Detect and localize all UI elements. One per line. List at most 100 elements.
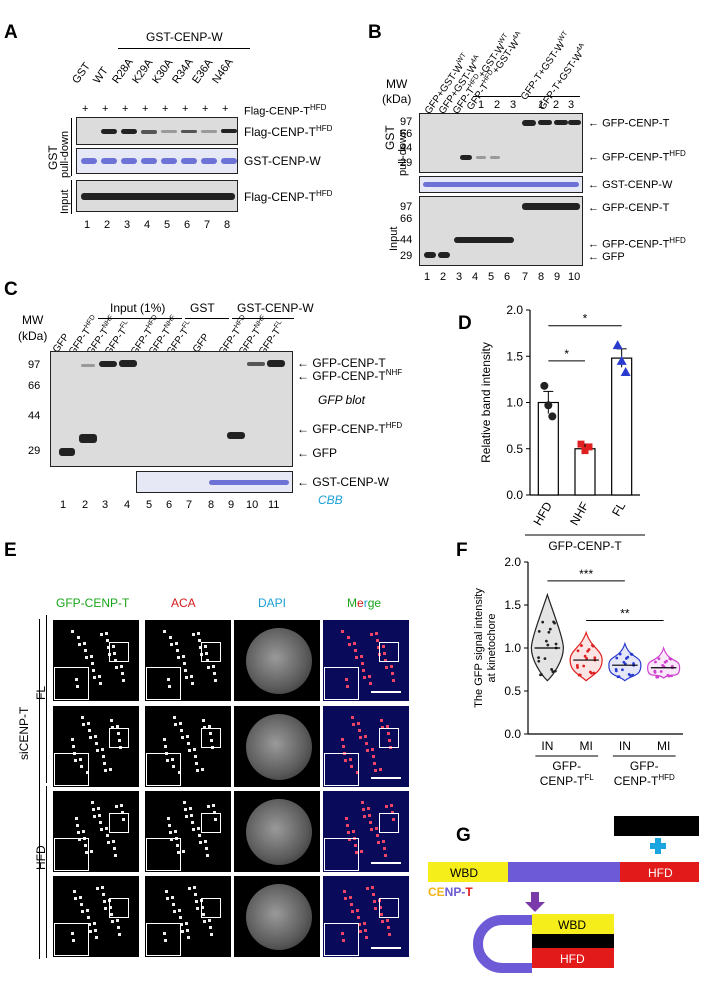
zoom-inset [146,753,181,786]
kinetochore-spot [367,807,370,810]
kinetochore-spot [71,630,74,633]
b-kda: (kDa) [382,92,412,106]
kinetochore-spot [390,665,393,668]
b-lane-number: 1 [424,271,431,283]
kinetochore-spot [196,907,199,910]
a-lane-number: 1 [84,219,91,231]
zoom-box [201,642,221,662]
zoom-box [379,642,399,662]
f-y-tick-label: 1.0 [504,641,521,655]
a-plus: + [162,103,169,115]
zoom-inset [54,838,89,871]
zoom-inset [54,667,89,700]
kinetochore-spot [183,801,186,804]
kinetochore-spot [179,722,182,725]
kinetochore-spot [97,807,100,810]
f-data-point [667,674,671,678]
kinetochore-spot [207,805,210,808]
kinetochore-spot [166,897,169,900]
kinetochore-spot [87,916,90,919]
c-group: GST [190,301,215,315]
a-right-label: GST-CENP-W [244,154,321,168]
kinetochore-spot [112,645,115,648]
f-data-point [537,659,541,663]
kinetochore-spot [362,808,365,811]
f-data-point [629,652,633,656]
b-sub-number: 2 [553,99,560,111]
kinetochore-spot [163,738,166,741]
kinetochore-spot [95,936,98,939]
b-marker: 97 [400,116,413,128]
kinetochore-spot [365,936,368,939]
c-lane-number: 3 [102,499,109,511]
kinetochore-spot [368,675,371,678]
kinetochore-spot [205,847,208,850]
c-lane-number: 4 [124,499,131,511]
kinetochore-spot [366,749,369,752]
kinetochore-spot [380,913,383,916]
f-data-point [670,664,674,668]
kinetochore-spot [203,726,206,729]
d-y-tick-label: 0.0 [506,488,523,502]
kinetochore-spot [205,652,208,655]
a-blot-gstw [76,148,238,174]
f-data-point [618,652,622,656]
zoom-box [379,813,399,833]
f-data-point [583,654,587,658]
f-violin [647,646,681,679]
kinetochore-spot [209,732,212,735]
micrograph-tile [52,705,140,788]
b-side-gst: GST [383,125,397,150]
kinetochore-spot [171,896,174,899]
kinetochore-spot [186,735,189,738]
kinetochore-spot [345,678,348,681]
kinetochore-spot [93,922,96,925]
zoom-inset [146,838,181,871]
f-data-point [580,644,583,647]
d-x-tick-label: HFD [530,499,555,528]
a-lane-number: 2 [104,219,111,231]
kinetochore-spot [176,844,179,847]
kinetochore-spot [207,666,210,669]
f-data-point [657,657,661,661]
kinetochore-spot [376,834,379,837]
kinetochore-spot [383,652,386,655]
kinetochore-spot [358,923,361,926]
d-sig-mark: * [564,347,569,361]
kinetochore-spot [188,749,191,752]
a-lane-number: 5 [164,219,171,231]
kinetochore-spot [165,890,168,893]
a-plus: + [142,103,149,115]
kinetochore-spot [114,854,117,857]
nucleus-shape [246,628,312,694]
kinetochore-spot [75,817,78,820]
kinetochore-spot [174,723,177,726]
f-violin [530,592,564,682]
kinetochore-spot [369,821,372,824]
kinetochore-spot [386,919,389,922]
a-right-label: Flag-CENP-THFD [244,189,333,204]
kinetochore-spot [377,646,380,649]
b-sub-number: 1 [538,99,545,111]
kinetochore-spot [95,742,98,745]
f-data-point [552,620,556,624]
f-data-point [543,657,547,661]
kinetochore-spot [189,807,192,810]
a-side-gst: GST [46,145,60,170]
f-sig-mark: ** [620,606,630,620]
kinetochore-spot [345,817,348,820]
zoom-box [379,898,399,918]
kinetochore-spot [194,755,197,758]
kinetochore-spot [193,886,196,889]
kinetochore-spot [73,890,76,893]
f-y-tick-label: 2.0 [504,555,521,569]
a-blot-input [76,180,238,212]
kinetochore-spot [81,716,84,719]
kinetochore-spot [93,676,96,679]
kinetochore-spot [370,828,373,831]
f-data-point [541,620,545,624]
kinetochore-spot [386,725,389,728]
kinetochore-spot [379,906,382,909]
kinetochore-spot [182,655,185,658]
micrograph-tile [52,875,140,958]
